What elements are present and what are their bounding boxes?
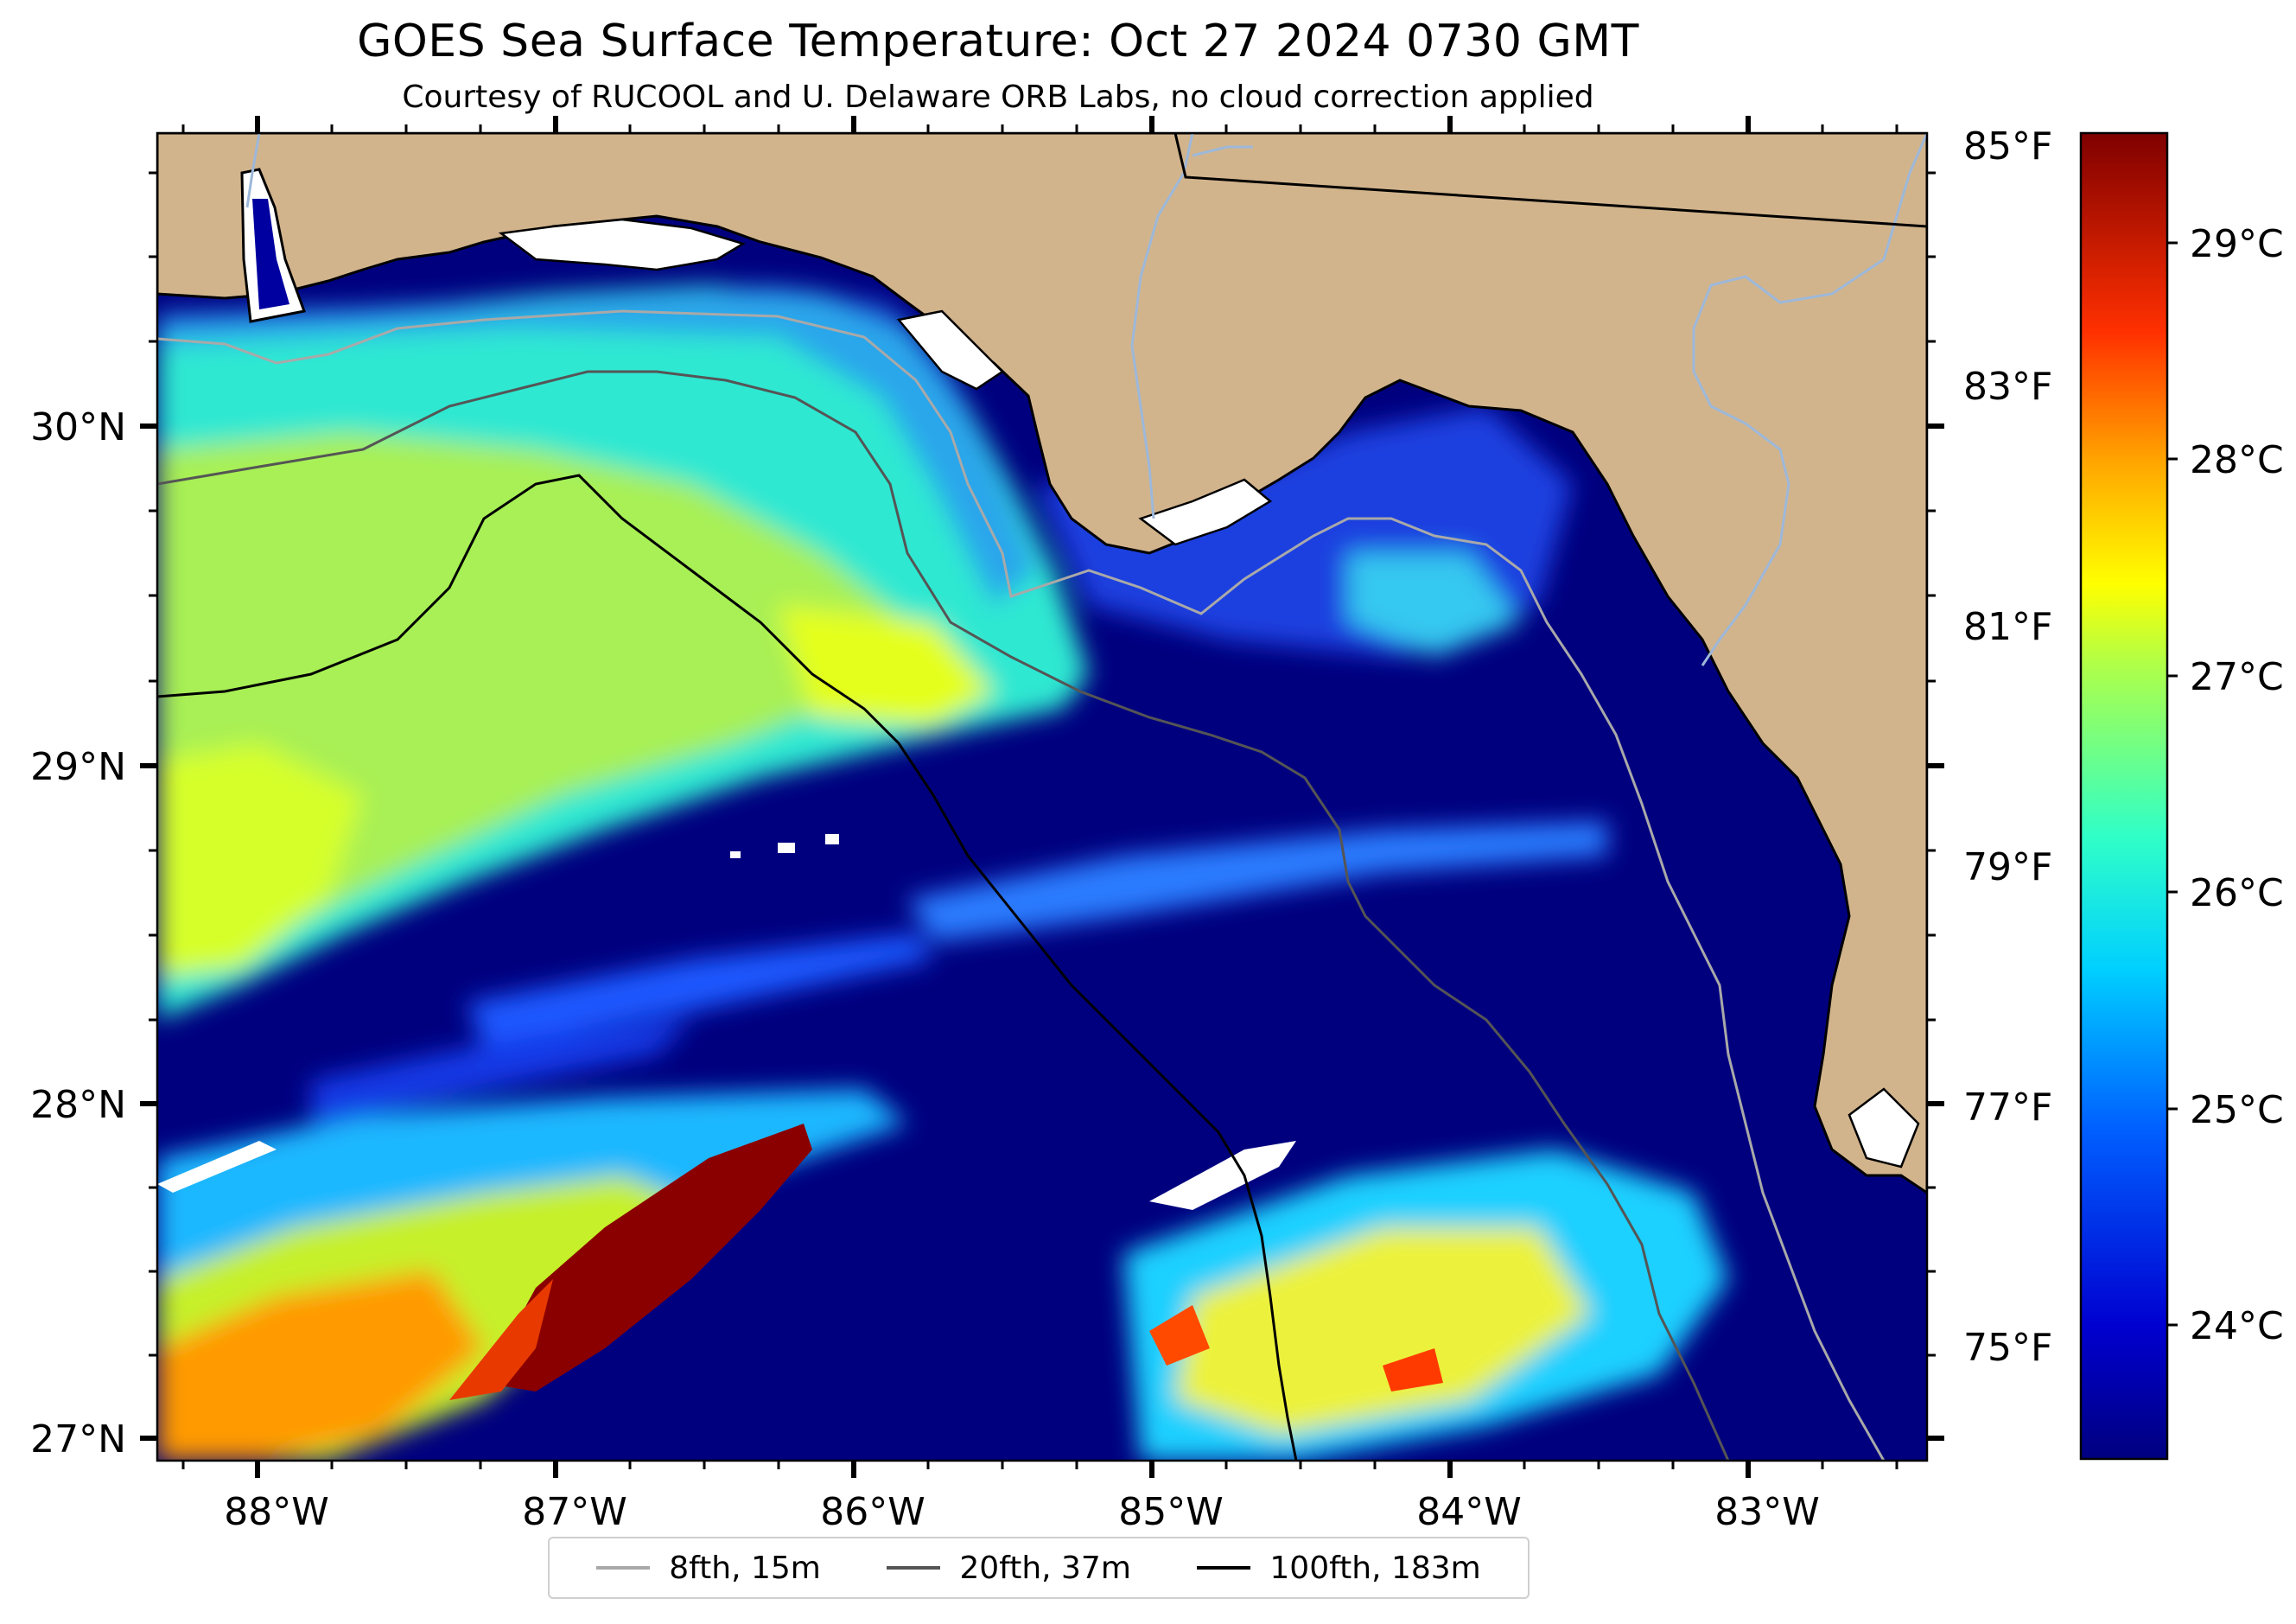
latitude-minor-ticks [149,171,1936,1357]
fahrenheit-label: 75°F [1963,1326,2052,1370]
nearshore-blue [157,285,1037,605]
apalachee-bay-cyan [1348,553,1521,657]
latitude-labels: 30°N 29°N 28°N 27°N [30,405,126,1462]
fahrenheit-label: 77°F [1963,1086,2052,1130]
longitude-label: 84°W [1416,1490,1522,1534]
map-plot-area [157,133,1927,1461]
longitude-major-ticks [255,116,1751,1478]
hot-core-southwest [484,1124,812,1392]
longitude-label: 88°W [224,1490,329,1534]
colorbar-ticks [2167,241,2178,1327]
colorbar-label: 29°C [2190,222,2284,266]
coastal-bay-central [896,309,1004,391]
latitude-label: 30°N [30,405,126,449]
colorbar-label: 26°C [2190,871,2284,915]
legend-line-icon [887,1566,941,1570]
colorbar-labels: 29°C 28°C 27°C 26°C 25°C 24°C [2190,222,2284,1348]
filament-1 [907,821,1607,942]
colorbar-label: 24°C [2190,1304,2284,1348]
filament-2 [467,933,933,1046]
hot-spot-southeast-2 [1383,1348,1443,1392]
state-boundary [1173,133,1927,228]
longitude-label: 86°W [820,1490,925,1534]
legend-item-20fth: 20fth, 37m [887,1551,1131,1586]
contour-100fth-183m [157,474,1298,1461]
legend-label: 20fth, 37m [959,1550,1131,1586]
no-data-pixels [157,834,1296,1210]
map-frame [156,131,1929,1462]
mobile-bay-water [252,199,289,309]
latitude-major-ticks [140,424,1944,1441]
longitude-label: 85°W [1118,1490,1224,1534]
colorbar-label: 25°C [2190,1088,2284,1132]
legend-item-100fth: 100fth, 183m [1197,1550,1481,1586]
contour-8fth-15m [157,309,1886,1461]
legend-label: 100fth, 183m [1269,1550,1481,1586]
fahrenheit-label: 83°F [1963,365,2052,409]
filament-3 [311,1020,691,1124]
hot-edge-southwest [449,1279,553,1400]
colorbar-label: 28°C [2190,438,2284,482]
fahrenheit-labels: 85°F 83°F 81°F 79°F 77°F 75°F [1963,124,2052,1370]
rivers [245,133,1927,666]
latitude-label: 27°N [30,1417,126,1462]
latitude-label: 29°N [30,745,126,789]
southeast-yellow [1175,1227,1590,1435]
coastal-bay-west [498,218,747,271]
yellow-patch-east [778,605,994,726]
legend-label: 8fth, 15m [669,1550,821,1586]
fahrenheit-label: 79°F [1963,845,2052,889]
coastal-bay-east [1138,478,1273,546]
legend-line-icon [596,1566,651,1570]
southwest-orange [157,1271,484,1461]
longitude-labels: 88°W 87°W 86°W 85°W 84°W 83°W [224,1490,1820,1534]
longitude-minor-ticks [181,124,1898,1469]
yellow-patch-west [157,743,363,977]
contour-20fth-37m [157,370,1730,1461]
tampa-bay [1848,1087,1920,1169]
latitude-label: 28°N [30,1083,126,1127]
longitude-label: 83°W [1714,1490,1820,1534]
longitude-label: 87°W [522,1490,627,1534]
map-title: GOES Sea Surface Temperature: Oct 27 202… [357,16,1639,67]
fahrenheit-label: 85°F [1963,124,2052,169]
map-subtitle: Courtesy of RUCOOL and U. Delaware ORB L… [402,80,1594,115]
legend-line-icon [1197,1566,1251,1570]
legend-item-8fth: 8fth, 15m [596,1551,821,1586]
colorbar [2079,131,2169,1461]
contour-legend: 8fth, 15m 20fth, 37m 100fth, 183m [548,1537,1530,1599]
hot-spot-southeast-1 [1149,1305,1210,1366]
colorbar-label: 27°C [2190,655,2284,699]
fahrenheit-label: 81°F [1963,605,2052,649]
